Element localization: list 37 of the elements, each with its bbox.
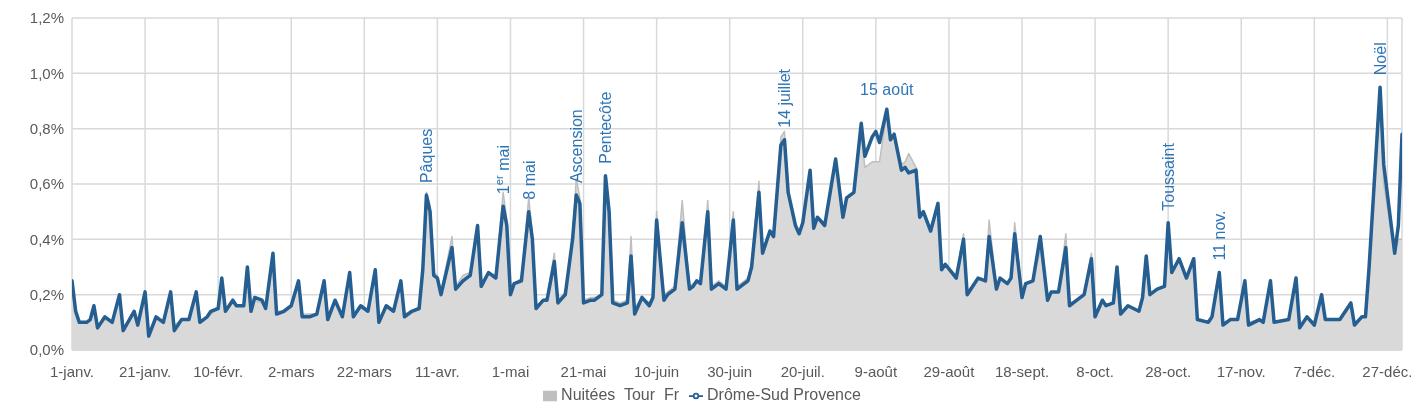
annotation: Toussaint <box>1160 142 1178 211</box>
x-tick-label: 11-avr. <box>415 362 460 380</box>
x-tick-label: 17-nov. <box>1216 362 1266 380</box>
x-tick-label: 28-oct. <box>1145 362 1192 380</box>
annotation: Pâques <box>418 128 436 184</box>
x-tick-label: 21-janv. <box>118 362 172 380</box>
x-tick-label: 1-janv. <box>50 362 94 380</box>
x-tick-label: 18-sept. <box>994 362 1050 380</box>
x-tick-label: 21-mai <box>560 362 607 380</box>
y-tick-label: 1,0% <box>29 64 64 82</box>
y-tick-label: 0,6% <box>29 175 64 193</box>
x-tick-label: 20-juil. <box>780 362 825 380</box>
x-tick-label: 10-févr. <box>193 362 244 380</box>
annotation: 14 juillet <box>776 68 794 128</box>
annotation: 15 août <box>860 81 915 99</box>
x-tick-label: 29-août <box>923 362 976 380</box>
x-tick-label: 9-août <box>854 362 898 380</box>
annotation: Pentecôte <box>597 91 615 164</box>
x-tick-label: 8-oct. <box>1076 362 1114 380</box>
annotation: 11 nov. <box>1211 210 1229 261</box>
legend-label: Drôme-Sud Provence <box>707 386 861 403</box>
x-tick-label: 2-mars <box>267 362 315 380</box>
annotation: Ascension <box>568 109 586 184</box>
y-tick-label: 1,2% <box>29 9 64 27</box>
x-tick-label: 1-mai <box>491 362 530 380</box>
x-tick-label: 22-mars <box>336 362 392 380</box>
y-tick-label: 0,8% <box>29 119 64 137</box>
x-tick-label: 30-juin <box>707 362 753 380</box>
y-tick-label: 0,0% <box>29 341 64 359</box>
x-tick-label: 10-juin <box>634 362 680 380</box>
annotation: Noël <box>1372 42 1390 76</box>
annotation: 8 mai <box>520 160 538 200</box>
y-tick-label: 0,4% <box>29 230 64 248</box>
x-tick-label: 27-déc. <box>1362 362 1413 380</box>
y-tick-label: 0,2% <box>29 285 64 303</box>
legend-label: Nuitées Tour Fr <box>561 386 680 403</box>
x-tick-label: 7-déc. <box>1293 362 1336 380</box>
